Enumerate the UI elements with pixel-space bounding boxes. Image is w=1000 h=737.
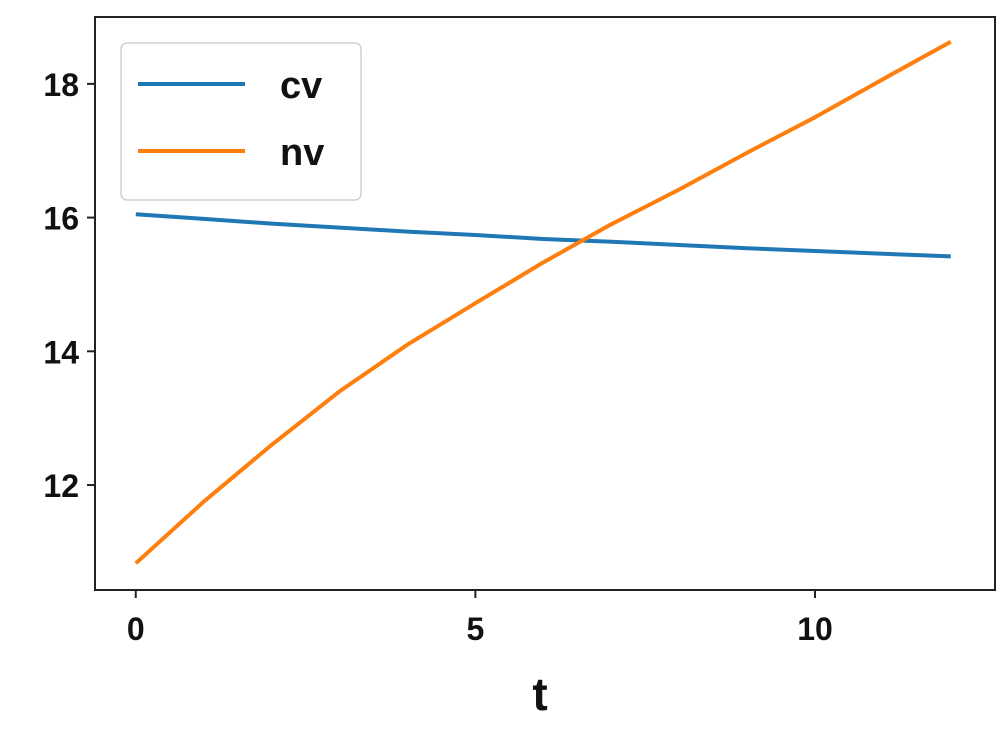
y-tick-label: 16 [43,201,79,237]
series-line-nv [134,39,952,565]
y-tick-label: 14 [43,334,79,370]
legend-label-nv: nv [280,132,324,174]
x-axis-label: t [532,668,547,720]
legend-label-cv: cv [280,65,322,107]
x-tick-label: 0 [127,611,145,647]
legend-box [120,42,362,201]
series-line-cv [135,212,951,259]
x-tick-label: 10 [797,611,833,647]
plot-frame [94,16,996,591]
x-tick-label: 5 [466,611,484,647]
y-tick-label: 12 [43,468,79,504]
legend: cv nv [120,42,362,201]
y-tick-label: 18 [43,67,79,103]
